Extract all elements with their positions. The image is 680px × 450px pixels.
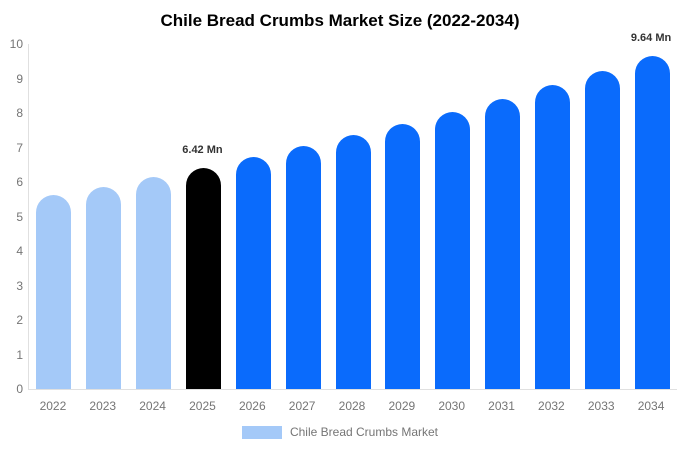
y-axis-label-3: 3: [16, 278, 23, 293]
data-label-2034: 9.64 Mn: [630, 32, 672, 45]
x-axis-label-2025: 2025: [189, 399, 216, 413]
bar-2025[interactable]: [185, 167, 221, 389]
x-axis-label-2024: 2024: [139, 399, 166, 413]
x-axis-label-2034: 2034: [637, 399, 665, 413]
x-axis-label-2032: 2032: [538, 399, 565, 413]
data-label-2025: 6.42 Mn: [182, 143, 223, 156]
x-axis-label-2026: 2026: [238, 399, 266, 413]
y-axis-label-1: 1: [16, 347, 23, 362]
x-axis-label-2022: 2022: [39, 399, 67, 413]
x-axis-label-2030: 2030: [438, 399, 466, 413]
bar-2034[interactable]: [634, 56, 670, 389]
x-axis-label-2031: 2031: [488, 399, 515, 413]
y-axis-label-2: 2: [16, 313, 23, 327]
y-axis-label-6: 6: [16, 175, 23, 189]
x-axis-label-2029: 2029: [388, 399, 416, 413]
bar-2028[interactable]: [335, 135, 371, 389]
bar-2027[interactable]: [285, 146, 321, 389]
bar-2030[interactable]: [435, 111, 471, 389]
x-axis-label-2028: 2028: [338, 399, 366, 413]
chart-title: Chile Bread Crumbs Market Size (2022-203…: [160, 11, 520, 30]
bar-2033[interactable]: [584, 71, 620, 389]
x-axis-label-2027: 2027: [288, 399, 316, 413]
y-axis-label-7: 7: [16, 140, 23, 155]
y-axis-label-4: 4: [16, 244, 23, 258]
x-axis-label-2023: 2023: [89, 399, 117, 413]
y-axis-label-8: 8: [16, 106, 23, 120]
bar-2032[interactable]: [534, 85, 570, 389]
bar-2022[interactable]: [36, 195, 72, 389]
y-axis-label-9: 9: [16, 71, 23, 86]
y-axis-label-10: 10: [9, 37, 23, 51]
y-axis-label-5: 5: [16, 209, 23, 224]
legend: Chile Bread Crumbs Market: [0, 425, 680, 439]
legend-swatch[interactable]: [241, 425, 282, 439]
y-axis-label-0: 0: [16, 382, 23, 396]
bar-2023[interactable]: [86, 186, 122, 389]
bar-2031[interactable]: [485, 98, 521, 389]
plot-area: [28, 44, 677, 390]
x-axis-label-2033: 2033: [587, 399, 615, 413]
bar-2029[interactable]: [385, 123, 421, 389]
bar-2024[interactable]: [136, 177, 172, 389]
bar-2026[interactable]: [235, 157, 271, 389]
legend-label[interactable]: Chile Bread Crumbs Market: [289, 425, 439, 439]
